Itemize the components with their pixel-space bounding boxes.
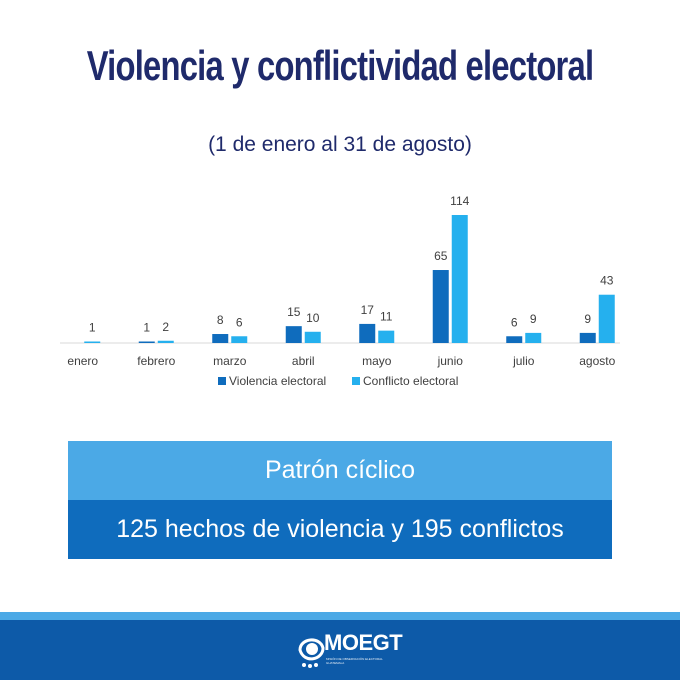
bar-violencia-junio [432,270,449,343]
legend-swatch-conflicto [352,377,360,385]
data-label-violencia-mayo: 17 [361,303,375,317]
data-label-violencia-marzo: 8 [217,313,224,327]
legend-label-violencia: Violencia electoral [229,374,326,388]
bar-conflicto-junio [451,215,468,343]
totals-banner: 125 hechos de violencia y 195 conflictos [68,500,612,559]
legend-swatch-violencia [218,377,226,385]
data-label-conflicto-enero: 1 [89,321,96,335]
data-label-conflicto-junio: 114 [450,194,469,208]
bar-violencia-abril [285,326,302,343]
logo-text: MOEGT [324,630,403,655]
bar-conflicto-abril [304,331,321,343]
bar-conflicto-julio [525,332,542,343]
data-label-violencia-julio: 6 [511,315,518,329]
data-label-conflicto-mayo: 11 [380,310,393,324]
legend-label-conflicto: Conflicto electoral [363,374,458,388]
logo-subtext: MISIÓN DE OBSERVACIÓN ELECTORAL GUATEMAL… [326,657,383,665]
data-label-violencia-abril: 15 [287,305,301,319]
data-label-conflicto-febrero: 2 [162,320,169,334]
data-label-conflicto-julio: 9 [530,312,537,326]
tick-label-julio: julio [512,354,535,368]
data-label-conflicto-agosto: 43 [600,274,614,288]
data-label-violencia-agosto: 9 [584,312,591,326]
bar-violencia-mayo [359,323,376,343]
bar-conflicto-mayo [378,330,395,343]
footer-stripe-light [0,612,680,620]
bar-conflicto-enero [84,341,101,343]
data-label-conflicto-marzo: 6 [236,315,243,329]
bar-violencia-julio [506,336,523,343]
tick-label-febrero: febrero [137,354,175,368]
pattern-banner: Patrón cíclico [68,441,612,500]
tick-label-abril: abril [292,354,315,368]
page-title: Violencia y conflictividad electoral [86,42,594,89]
tick-label-agosto: agosto [579,354,615,368]
moegt-logo: MOEGT MISIÓN DE OBSERVACIÓN ELECTORAL GU… [296,626,403,672]
page-subtitle: (1 de enero al 31 de agosto) [208,133,472,156]
bar-violencia-agosto [579,332,596,343]
tick-label-enero: enero [67,354,98,368]
data-label-conflicto-abril: 10 [306,311,320,325]
tick-label-junio: junio [437,354,464,368]
data-label-violencia-febrero: 1 [143,321,150,335]
bar-violencia-febrero [138,341,155,343]
bar-conflicto-febrero [157,340,174,343]
bar-conflicto-marzo [231,336,248,343]
tick-label-marzo: marzo [213,354,247,368]
bar-violencia-marzo [212,334,229,343]
data-label-violencia-junio: 65 [434,249,448,263]
footer-band [0,620,680,680]
tick-label-mayo: mayo [362,354,392,368]
bar-conflicto-agosto [598,294,615,343]
eye-icon [298,638,325,668]
